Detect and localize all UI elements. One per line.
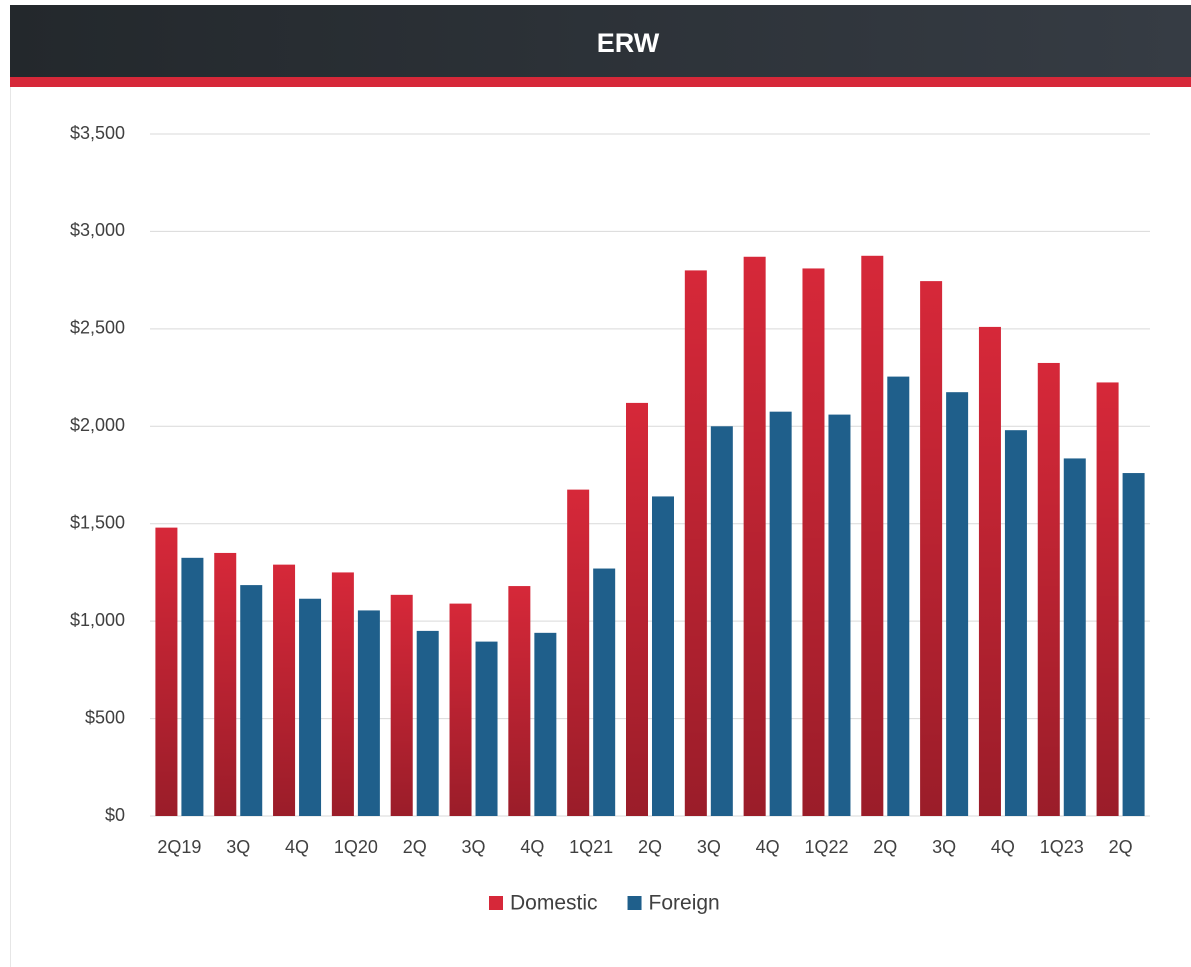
- bar: [181, 557, 204, 816]
- y-tick-label: $2,500: [70, 318, 125, 338]
- bar: [978, 326, 1001, 816]
- x-tick-label: 4Q: [520, 837, 544, 857]
- x-tick-label: 3Q: [226, 837, 250, 857]
- bar: [331, 572, 354, 816]
- bar: [593, 568, 616, 816]
- x-tick-label: 3Q: [462, 837, 486, 857]
- bar: [273, 564, 296, 816]
- bar: [416, 630, 439, 816]
- x-tick-label: 4Q: [756, 837, 780, 857]
- bar: [214, 552, 237, 816]
- legend-swatch: [489, 896, 503, 910]
- bar: [155, 527, 178, 816]
- bar: [769, 411, 792, 816]
- y-tick-label: $2,000: [70, 415, 125, 435]
- bar: [861, 255, 884, 817]
- legend-label: Domestic: [510, 892, 598, 915]
- bar: [508, 586, 531, 816]
- bar: [390, 594, 413, 816]
- bar: [684, 270, 707, 816]
- x-tick-label: 1Q21: [569, 837, 613, 857]
- header-bar: [10, 5, 1191, 77]
- x-tick-label: 3Q: [932, 837, 956, 857]
- chart-title: ERW: [597, 28, 660, 58]
- bar: [652, 496, 674, 816]
- y-tick-label: $3,500: [70, 123, 125, 143]
- legend-label: Foreign: [649, 892, 720, 915]
- bar: [1063, 458, 1086, 816]
- y-tick-label: $0: [105, 805, 125, 825]
- header-stripe: [10, 77, 1191, 87]
- y-tick-label: $3,000: [70, 220, 125, 240]
- x-tick-label: 2Q19: [157, 837, 201, 857]
- x-tick-label: 1Q20: [334, 837, 378, 857]
- bar: [626, 402, 648, 816]
- x-tick-label: 3Q: [697, 837, 721, 857]
- bar: [1004, 430, 1027, 816]
- bar: [802, 268, 825, 816]
- bar: [710, 426, 733, 816]
- bar: [1037, 362, 1060, 816]
- y-tick-label: $1,000: [70, 610, 125, 630]
- bar: [567, 489, 590, 816]
- bar: [534, 632, 557, 816]
- bar: [828, 414, 851, 816]
- x-tick-label: 2Q: [403, 837, 427, 857]
- bar: [946, 392, 969, 816]
- x-tick-label: 4Q: [991, 837, 1015, 857]
- x-tick-label: 2Q: [638, 837, 662, 857]
- bar: [1096, 382, 1119, 816]
- bar: [743, 256, 766, 816]
- bar: [475, 641, 498, 816]
- bar: [240, 585, 263, 816]
- x-tick-label: 1Q23: [1040, 837, 1084, 857]
- x-tick-label: 4Q: [285, 837, 309, 857]
- bar: [887, 376, 910, 816]
- x-tick-label: 1Q22: [804, 837, 848, 857]
- bar: [357, 610, 380, 816]
- bar: [449, 603, 472, 816]
- bar: [920, 281, 943, 816]
- x-tick-label: 2Q: [1109, 837, 1133, 857]
- bar: [1122, 473, 1145, 816]
- legend-swatch: [627, 896, 642, 910]
- y-tick-label: $1,500: [70, 512, 125, 532]
- bar: [299, 598, 322, 816]
- y-tick-label: $500: [85, 707, 125, 727]
- x-tick-label: 2Q: [873, 837, 897, 857]
